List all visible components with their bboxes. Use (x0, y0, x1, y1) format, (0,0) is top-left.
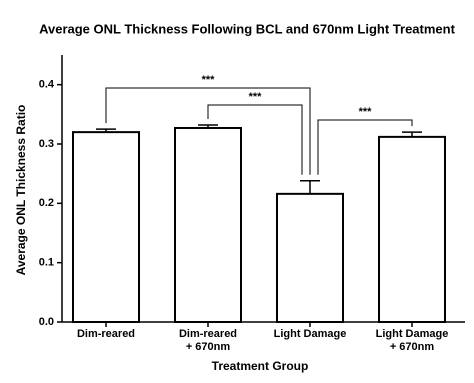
significance-bracket (207, 104, 303, 175)
significance-label: *** (359, 106, 373, 118)
y-tick-label: 0.0 (39, 316, 54, 328)
x-tick-label: Light Damage (274, 328, 347, 340)
significance-bracket (105, 87, 311, 175)
chart-title: Average ONL Thickness Following BCL and … (39, 21, 456, 36)
y-tick-label: 0.3 (39, 138, 54, 150)
significance-bracket (317, 119, 413, 175)
x-tick-label: Dim-reared (77, 328, 135, 340)
x-tick-label: Dim-reared + 670nm (179, 328, 237, 353)
x-axis-title: Treatment Group (212, 359, 309, 373)
bar (378, 135, 446, 323)
bar (276, 192, 344, 323)
y-axis-title: Average ONL Thickness Ratio (14, 105, 28, 276)
y-tick-label: 0.4 (39, 79, 55, 91)
y-tick-label: 0.1 (39, 257, 54, 269)
bar (174, 126, 242, 324)
x-tick-label: Light Damage + 670nm (376, 328, 449, 353)
significance-label: *** (202, 74, 216, 86)
significance-label: *** (249, 91, 263, 103)
bar (72, 131, 140, 323)
y-tick-label: 0.2 (39, 197, 54, 209)
